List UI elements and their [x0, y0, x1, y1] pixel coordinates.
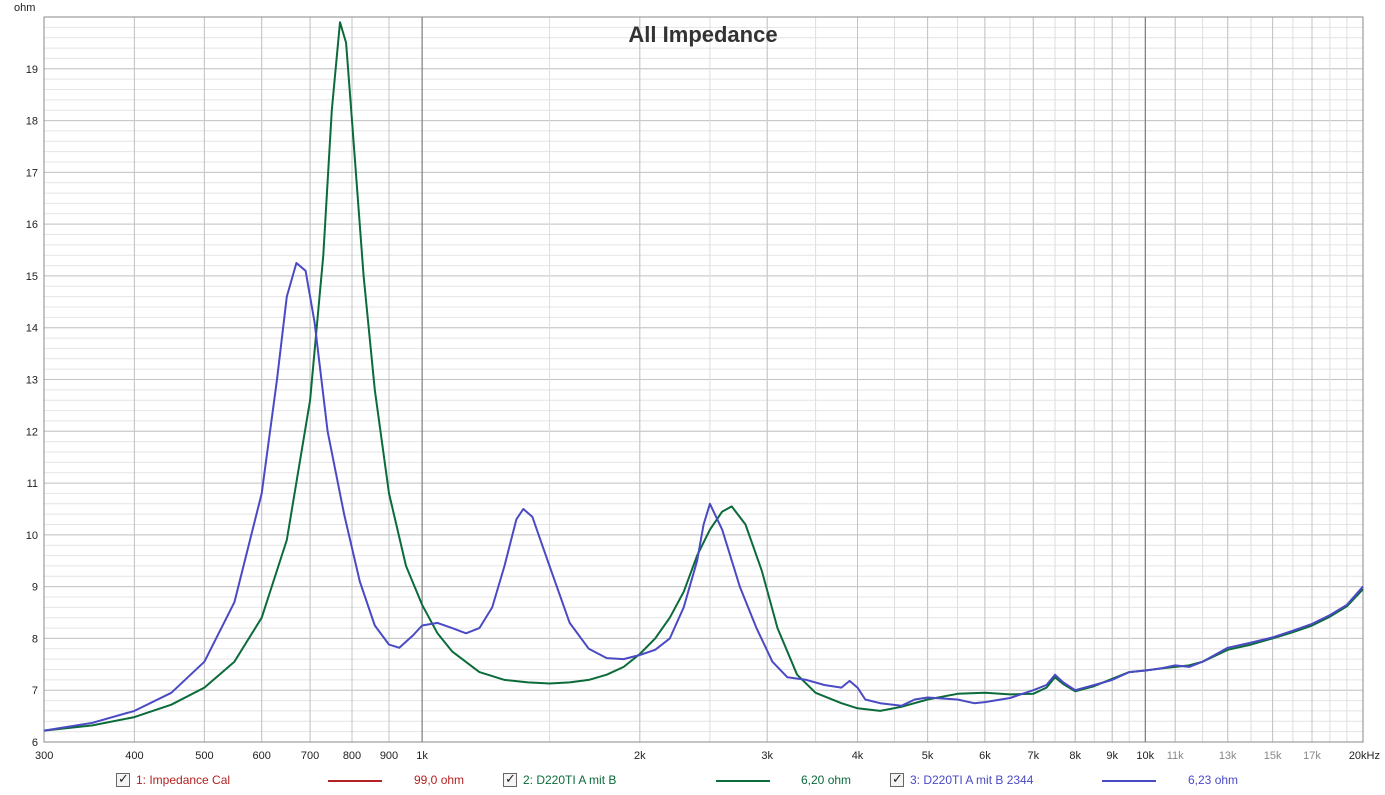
legend: 1: Impedance Cal 99,0 ohm 2: D220TI A mi… — [0, 770, 1385, 792]
series-1-label[interactable]: 1: Impedance Cal — [136, 773, 231, 787]
y-axis-unit-label: ohm — [14, 2, 35, 14]
x-tick-label: 600 — [253, 750, 271, 762]
y-tick-label: 17 — [26, 167, 38, 179]
x-tick-label: 900 — [380, 750, 398, 762]
x-tick-label: 300 — [35, 750, 53, 762]
series-3-value: 6,23 ohm — [1188, 773, 1239, 787]
x-tick-label: 2k — [634, 750, 646, 762]
y-tick-label: 18 — [26, 116, 38, 128]
x-tick-label: 10k — [1136, 750, 1154, 762]
x-tick-label: 800 — [343, 750, 361, 762]
y-tick-label: 14 — [26, 323, 38, 335]
x-tick-label: 7k — [1027, 750, 1039, 762]
y-tick-label: 9 — [32, 582, 38, 594]
x-tick-label: 1k — [416, 750, 428, 762]
plot-frame — [43, 16, 1364, 743]
y-tick-label: 16 — [26, 219, 38, 231]
x-tick-label: 9k — [1106, 750, 1118, 762]
series-1-swatch — [328, 780, 382, 782]
series-3-checkbox[interactable] — [890, 771, 904, 787]
y-tick-label: 8 — [32, 633, 38, 645]
series-2-checkbox[interactable] — [503, 771, 517, 787]
x-tick-label: 15k — [1264, 750, 1282, 762]
x-tick-label: 700 — [301, 750, 319, 762]
y-tick-label: 10 — [26, 530, 38, 542]
x-tick-label: 17k — [1303, 750, 1321, 762]
axes: 6 7 8 9 10 11 12 13 14 15 16 17 18 19 300 400 500 600 700 8… — [26, 16, 1380, 762]
y-tick-label: 11 — [27, 478, 38, 490]
x-tick-label: 3k — [761, 750, 773, 762]
series-lines — [43, 21, 1364, 732]
x-tick-label: 8k — [1069, 750, 1081, 762]
x-tick-label: 400 — [125, 750, 143, 762]
series-3-label[interactable]: 3: D220TI A mit B 2344 — [910, 773, 1034, 787]
y-tick-label: 12 — [26, 426, 38, 438]
series-2-swatch — [716, 780, 770, 782]
grid — [43, 16, 1364, 743]
x-tick-label: 500 — [195, 750, 213, 762]
x-tick-label: 5k — [922, 750, 934, 762]
x-tick-label: 4k — [852, 750, 864, 762]
chart-title: All Impedance — [628, 22, 777, 47]
x-tick-label: 13k — [1219, 750, 1237, 762]
impedance-chart: 6 7 8 9 10 11 12 13 14 15 16 17 18 19 300 400 500 600 700 8… — [14, 2, 1380, 762]
series-1-value: 99,0 ohm — [414, 773, 465, 787]
series-line-3 — [43, 262, 1364, 732]
series-1-checkbox[interactable] — [116, 771, 130, 787]
series-2-value: 6,20 ohm — [801, 773, 852, 787]
x-tick-label: 11k — [1167, 750, 1184, 762]
y-tick-label: 13 — [26, 375, 38, 387]
y-tick-label: 19 — [26, 64, 38, 76]
series-3-swatch — [1102, 780, 1156, 782]
y-tick-label: 6 — [32, 737, 38, 749]
x-tick-label: 6k — [979, 750, 991, 762]
y-tick-label: 15 — [26, 271, 38, 283]
series-2-label[interactable]: 2: D220TI A mit B — [523, 773, 617, 787]
x-tick-label: 20kHz — [1349, 750, 1380, 762]
y-tick-label: 7 — [32, 685, 38, 697]
